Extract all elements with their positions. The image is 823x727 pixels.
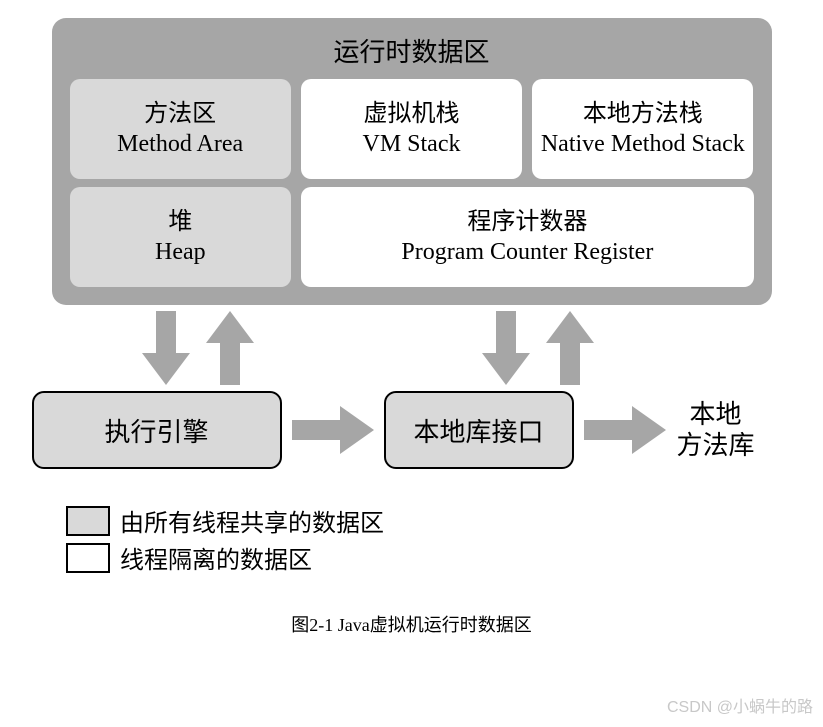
arrow-pair-native	[482, 311, 594, 385]
cell-cn: 方法区	[144, 99, 216, 129]
arrow-pair-exec	[142, 311, 254, 385]
legend-shared: 由所有线程共享的数据区	[66, 503, 793, 538]
runtime-row-1: 方法区 Method Area 虚拟机栈 VM Stack 本地方法栈 Nati…	[70, 79, 754, 179]
legend: 由所有线程共享的数据区 线程隔离的数据区	[66, 503, 793, 575]
box-exec-engine: 执行引擎	[32, 391, 282, 469]
figure-caption: 图2-1 Java虚拟机运行时数据区	[30, 611, 793, 637]
cell-cn: 虚拟机栈	[363, 99, 459, 129]
box-label: 执行引擎	[104, 412, 208, 449]
cell-en: Program Counter Register	[401, 237, 653, 267]
box-native-interface: 本地库接口	[384, 391, 574, 469]
box-label: 本地库接口	[413, 412, 543, 449]
cell-pc-register: 程序计数器 Program Counter Register	[301, 187, 753, 287]
watermark: CSDN @小蜗牛的路	[667, 693, 813, 717]
cell-native-method-stack: 本地方法栈 Native Method Stack	[532, 79, 753, 179]
legend-label: 由所有线程共享的数据区	[120, 503, 384, 538]
cell-cn: 程序计数器	[467, 207, 587, 237]
cell-heap: 堆 Heap	[70, 187, 292, 287]
arrow-right-icon	[292, 406, 374, 454]
cell-cn: 本地方法栈	[583, 99, 703, 129]
runtime-row-2: 堆 Heap 程序计数器 Program Counter Register	[70, 187, 754, 287]
arrow-up-icon	[546, 311, 594, 385]
native-lib-text: 本地 方法库	[676, 399, 756, 461]
swatch-shared	[66, 506, 110, 536]
runtime-title: 运行时数据区	[70, 32, 754, 69]
lib-line1: 本地	[676, 399, 756, 430]
runtime-data-area-container: 运行时数据区 方法区 Method Area 虚拟机栈 VM Stack 本地方…	[52, 18, 772, 305]
cell-vm-stack: 虚拟机栈 VM Stack	[301, 79, 522, 179]
arrow-up-icon	[206, 311, 254, 385]
cell-en: Native Method Stack	[541, 129, 745, 159]
cell-en: Method Area	[117, 129, 243, 159]
legend-isolated: 线程隔离的数据区	[66, 540, 793, 575]
bottom-row: 执行引擎 本地库接口 本地 方法库	[32, 391, 792, 469]
cell-en: Heap	[155, 237, 206, 267]
vertical-arrows-row	[52, 305, 772, 391]
arrow-right-icon	[584, 406, 666, 454]
lib-line2: 方法库	[676, 430, 756, 461]
cell-cn: 堆	[168, 207, 192, 237]
cell-en: VM Stack	[362, 129, 460, 159]
arrow-down-icon	[142, 311, 190, 385]
arrow-down-icon	[482, 311, 530, 385]
cell-method-area: 方法区 Method Area	[70, 79, 291, 179]
legend-label: 线程隔离的数据区	[120, 540, 312, 575]
swatch-isolated	[66, 543, 110, 573]
